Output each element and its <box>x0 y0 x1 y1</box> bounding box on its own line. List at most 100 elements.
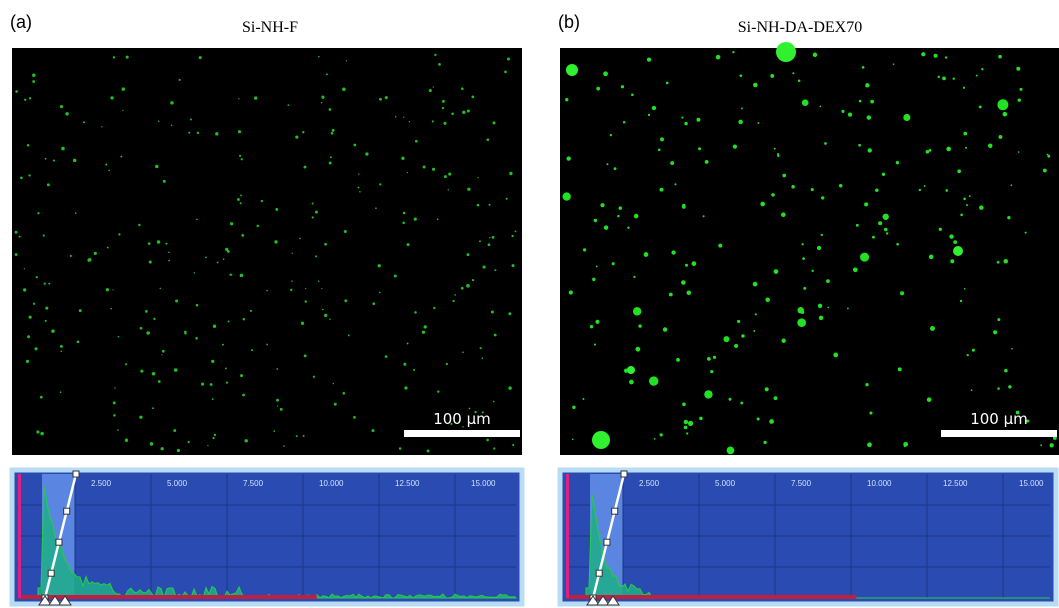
particle <box>477 177 479 179</box>
particle <box>903 113 911 122</box>
particle <box>32 80 36 83</box>
histogram-tick: 12.500 <box>943 479 968 488</box>
particle <box>649 376 659 386</box>
particle <box>195 303 199 307</box>
particle <box>872 235 875 239</box>
particle <box>201 382 205 386</box>
particle <box>582 248 587 252</box>
particle <box>611 262 615 266</box>
particle <box>647 113 651 117</box>
particle <box>175 299 179 303</box>
particle <box>763 440 767 445</box>
particle <box>276 368 279 370</box>
panel-title: Si-NH-DA-DEX70 <box>738 19 862 36</box>
particle <box>933 53 938 58</box>
particle <box>275 207 279 211</box>
particle <box>660 137 664 142</box>
particle <box>221 343 224 346</box>
particle <box>852 267 858 273</box>
particle <box>734 343 739 349</box>
particle <box>139 415 143 419</box>
particle <box>1008 385 1012 389</box>
particle <box>347 334 350 337</box>
histogram-frame <box>557 467 1059 607</box>
particle <box>925 149 930 154</box>
particle <box>491 235 495 239</box>
particle <box>326 73 328 76</box>
particle <box>638 324 642 328</box>
particle <box>35 276 38 279</box>
scale-bar-label: 100 µm <box>970 410 1028 428</box>
panel-title: Si-NH-F <box>242 19 298 36</box>
particle <box>190 118 193 121</box>
particle <box>928 148 932 152</box>
particle <box>507 57 510 61</box>
slider-handle <box>58 595 72 606</box>
particle <box>923 185 926 187</box>
particle <box>1047 154 1051 158</box>
particle <box>332 382 334 385</box>
particle <box>441 106 445 110</box>
particle <box>333 402 337 406</box>
particle <box>754 313 757 316</box>
particle <box>241 233 245 237</box>
particle <box>757 122 760 124</box>
particle <box>620 85 625 89</box>
particle <box>486 438 489 442</box>
particle <box>207 444 209 447</box>
particle <box>801 243 804 246</box>
particle <box>59 105 64 109</box>
histogram-tick: 7.500 <box>243 479 264 488</box>
particle <box>565 97 569 102</box>
particle <box>878 221 883 226</box>
particle <box>59 391 62 394</box>
slider-handle <box>596 595 610 606</box>
particle <box>78 309 82 313</box>
particle <box>712 355 717 359</box>
particle <box>949 234 954 239</box>
particle <box>1016 66 1021 71</box>
particle <box>188 131 191 134</box>
particle <box>847 307 849 310</box>
particle <box>508 386 512 390</box>
particle <box>239 154 242 157</box>
particle <box>160 447 164 451</box>
particle <box>428 88 432 93</box>
particle <box>299 237 301 240</box>
particle <box>827 306 830 309</box>
particle <box>1004 368 1008 373</box>
particle <box>358 173 360 175</box>
particle <box>406 171 409 174</box>
particle <box>324 313 328 318</box>
particle <box>379 183 382 186</box>
particle <box>959 299 963 303</box>
particle <box>997 99 1009 111</box>
particle <box>732 144 738 149</box>
particle <box>797 318 807 328</box>
particle <box>646 57 652 62</box>
particle <box>18 235 21 238</box>
particle <box>229 222 234 226</box>
particle <box>144 310 148 313</box>
color-ramp <box>18 595 317 599</box>
particle <box>152 407 154 410</box>
particle <box>345 60 347 62</box>
particle <box>921 52 926 57</box>
particle <box>723 336 730 343</box>
particle <box>801 310 805 314</box>
particle <box>487 243 491 247</box>
particle <box>343 229 347 234</box>
particle <box>101 126 103 128</box>
particle <box>353 416 356 419</box>
particle <box>756 417 760 421</box>
scale-bar-label: 100 µm <box>433 410 491 428</box>
particle <box>592 277 596 282</box>
particle <box>492 121 496 125</box>
particle <box>314 210 318 214</box>
particle <box>312 375 316 378</box>
particle <box>691 261 697 266</box>
particle <box>657 148 661 152</box>
particle <box>1003 258 1009 264</box>
slider-handle <box>606 595 620 606</box>
particle <box>467 187 471 191</box>
